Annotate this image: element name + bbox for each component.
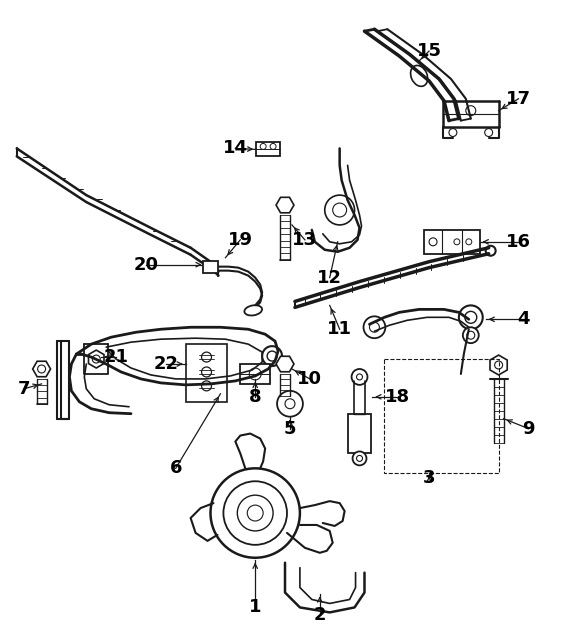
Text: 14: 14 [223, 139, 248, 158]
Circle shape [486, 246, 496, 256]
Bar [384, 359, 499, 474]
Polygon shape [88, 350, 104, 368]
Ellipse shape [244, 305, 262, 315]
Text: 10: 10 [297, 370, 323, 388]
Circle shape [459, 305, 482, 329]
Bar [256, 143, 280, 156]
Circle shape [210, 468, 300, 558]
Text: 8: 8 [249, 388, 261, 406]
Text: 4: 4 [517, 310, 529, 328]
Text: 9: 9 [522, 420, 535, 438]
Polygon shape [276, 197, 294, 213]
Circle shape [463, 327, 479, 343]
Text: 3: 3 [423, 469, 435, 487]
Text: 12: 12 [317, 269, 342, 286]
Text: 18: 18 [384, 388, 410, 406]
Text: 21: 21 [104, 348, 128, 366]
Text: 6: 6 [170, 459, 182, 477]
Polygon shape [33, 361, 50, 377]
Text: 2: 2 [313, 607, 326, 624]
Circle shape [277, 391, 303, 416]
Ellipse shape [411, 65, 427, 87]
Text: 20: 20 [134, 256, 158, 274]
Bar [240, 364, 270, 384]
Circle shape [352, 369, 367, 385]
Circle shape [325, 195, 355, 225]
Circle shape [352, 452, 367, 465]
Bar [348, 414, 371, 453]
Circle shape [363, 317, 386, 338]
Text: 11: 11 [327, 320, 352, 338]
Text: 5: 5 [284, 420, 296, 438]
Text: 1: 1 [249, 598, 261, 617]
Text: 16: 16 [506, 233, 531, 251]
Polygon shape [490, 355, 507, 375]
Text: 19: 19 [228, 231, 253, 249]
Text: 15: 15 [417, 42, 442, 60]
Text: 22: 22 [154, 355, 178, 373]
Bar [424, 230, 480, 254]
Bar [186, 344, 227, 402]
Polygon shape [276, 356, 294, 372]
Text: 13: 13 [292, 231, 317, 249]
Text: 7: 7 [17, 380, 30, 398]
Bar [202, 261, 218, 273]
Text: 17: 17 [506, 90, 531, 108]
Circle shape [262, 346, 282, 366]
